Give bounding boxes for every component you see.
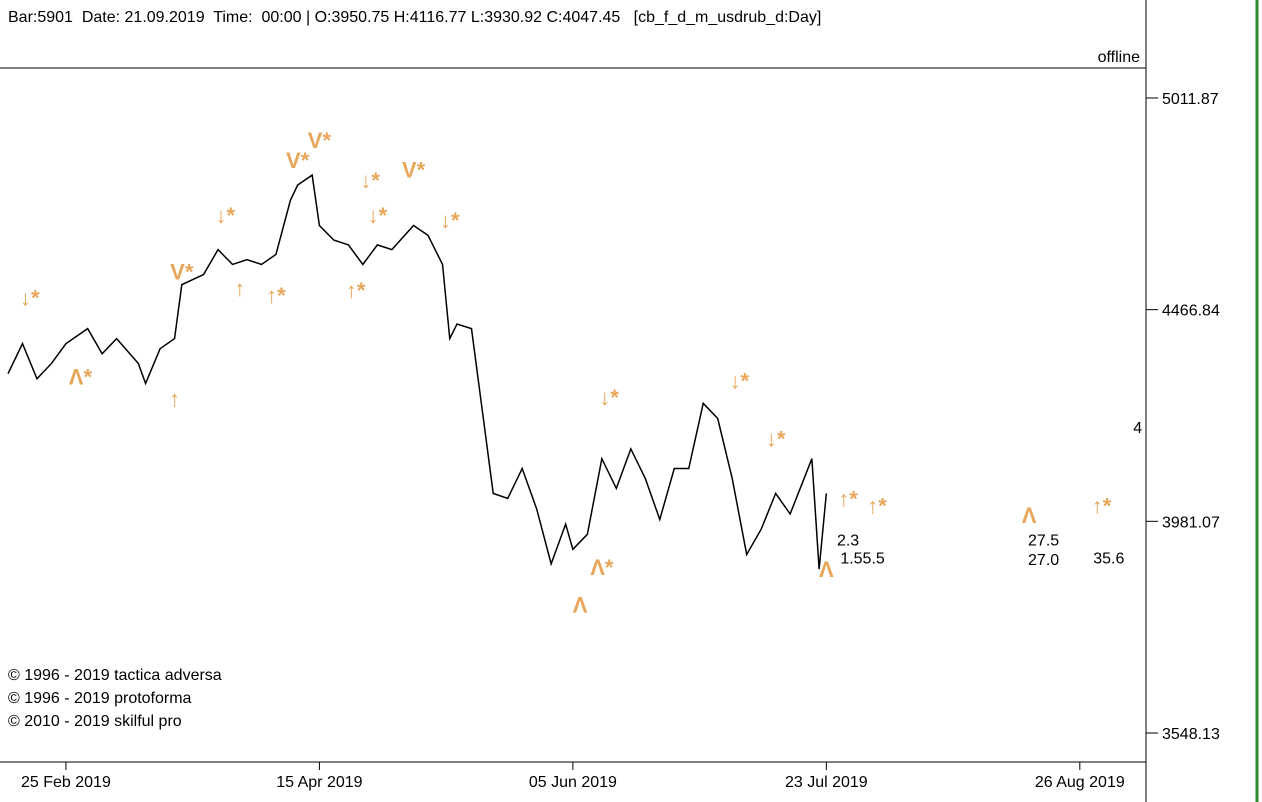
signal-marker: ↓* [20, 286, 40, 311]
signal-marker: ↓* [440, 208, 460, 233]
signal-marker: ↑ [234, 276, 245, 301]
signal-marker: Λ [1022, 503, 1037, 528]
signal-marker: V* [308, 128, 332, 153]
signal-marker: ↓* [215, 203, 235, 228]
x-tick-label: 26 Aug 2019 [1035, 774, 1125, 791]
copyright: © 2010 - 2019 skilful pro [8, 713, 182, 730]
signal-marker: Λ* [69, 365, 93, 390]
annotation: 4 [1133, 420, 1142, 437]
signal-marker: ↓* [730, 368, 750, 393]
header: Bar:5901 Date: 21.09.2019 Time: 00:00 | … [8, 9, 821, 26]
x-tick-label: 15 Apr 2019 [276, 774, 362, 791]
y-tick-label: 4466.84 [1162, 303, 1220, 320]
status: offline [1098, 49, 1141, 66]
x-tick-label: 05 Jun 2019 [529, 774, 617, 791]
signal-marker: Λ* [590, 555, 614, 580]
y-tick-label: 5011.87 [1162, 91, 1219, 108]
y-tick-label: 3981.07 [1162, 514, 1220, 531]
signal-marker: ↑* [266, 283, 286, 308]
y-tick-label: 3548.13 [1162, 726, 1220, 743]
signal-marker: Λ [573, 592, 588, 617]
x-tick-label: 25 Feb 2019 [21, 774, 111, 791]
signal-marker: ↑ [169, 387, 180, 412]
copyright: © 1996 - 2019 protoforma [8, 690, 192, 707]
signal-marker: V* [170, 260, 194, 285]
signal-marker: ↓* [368, 203, 388, 228]
signal-marker: ↑* [1092, 494, 1112, 519]
signal-marker: V* [286, 148, 310, 173]
annotation: 27.0 [1028, 552, 1059, 569]
signal-marker: ↓* [766, 427, 786, 452]
signal-marker: ↓* [599, 385, 619, 410]
price-line [7, 173, 828, 570]
copyright: © 1996 - 2019 tactica adversa [8, 667, 222, 684]
signal-marker: ↑* [346, 278, 366, 303]
signal-marker: ↓* [360, 168, 380, 193]
x-tick-label: 23 Jul 2019 [785, 774, 868, 791]
signal-marker: Λ [819, 557, 834, 582]
signal-marker: ↑* [838, 486, 858, 511]
annotation: 35.6 [1093, 550, 1124, 567]
signal-marker: V* [402, 158, 426, 183]
annotation: 1.55.5 [840, 550, 885, 567]
signal-marker: ↑* [867, 494, 887, 519]
annotation: 2.3 [837, 532, 859, 549]
annotation: 27.5 [1028, 532, 1059, 549]
